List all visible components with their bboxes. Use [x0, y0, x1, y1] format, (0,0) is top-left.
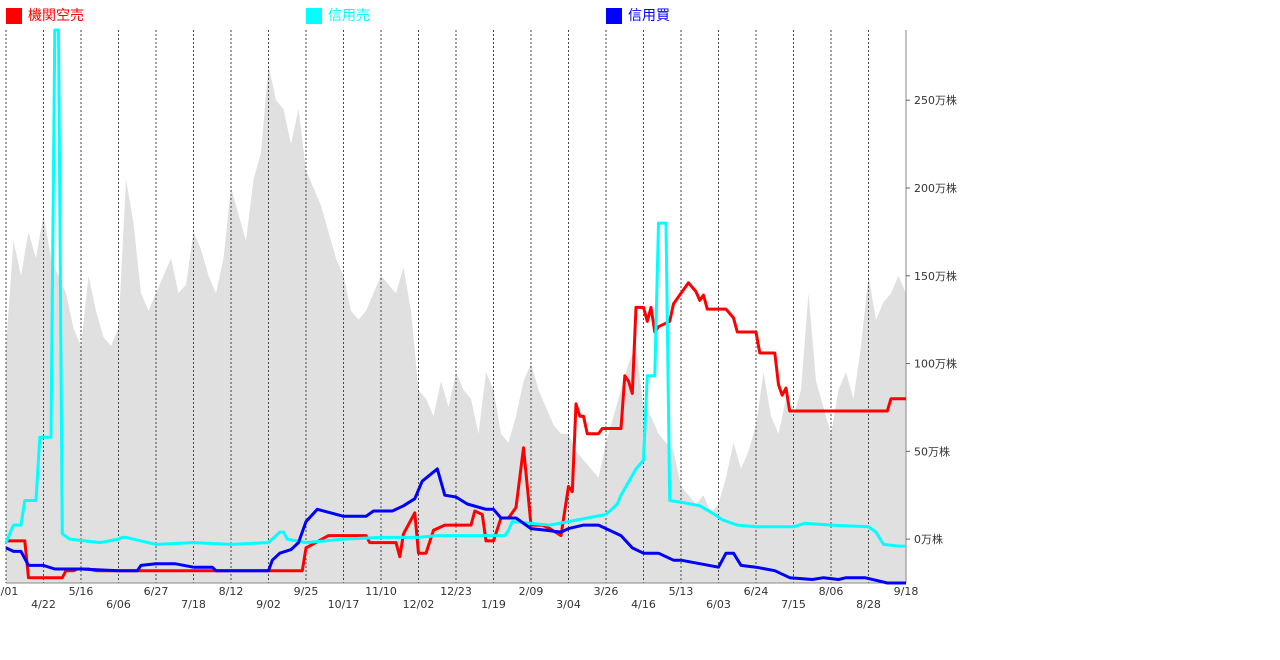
x-tick-label-12: 12/23 — [440, 585, 472, 598]
x-tick-label-5: 7/18 — [181, 598, 206, 611]
y-tick-label-3: 150万株 — [914, 269, 957, 283]
x-tick-label-15: 3/04 — [556, 598, 581, 611]
x-tick-label-3: 6/06 — [106, 598, 131, 611]
legend-swatch-0 — [6, 8, 22, 24]
x-tick-label-16: 3/26 — [594, 585, 619, 598]
x-tick-label-23: 8/28 — [856, 598, 881, 611]
legend-item-2[interactable]: 信用買 — [606, 6, 670, 26]
y-tick-label-1: 50万株 — [914, 444, 950, 458]
legend-item-1[interactable]: 信用売 — [306, 6, 370, 26]
x-tick-label-21: 7/15 — [781, 598, 806, 611]
chart-legend: 機関空売 信用売 信用買 — [0, 0, 920, 30]
x-tick-label-22: 8/06 — [819, 585, 844, 598]
legend-swatch-1 — [306, 8, 322, 24]
series-line-2 — [5, 467, 906, 585]
y-tick-label-4: 200万株 — [914, 181, 957, 195]
x-tick-label-1: 4/22 — [31, 598, 56, 611]
x-tick-label-8: 9/25 — [294, 585, 319, 598]
series-line-1 — [4, 28, 906, 548]
legend-swatch-2 — [606, 8, 622, 24]
x-tick-label-4: 6/27 — [144, 585, 169, 598]
y-tick-label-2: 100万株 — [914, 357, 957, 371]
x-tick-label-10: 11/10 — [365, 585, 397, 598]
y-tick-label-0: 0万株 — [914, 532, 943, 546]
legend-label-2: 信用買 — [628, 8, 670, 24]
x-tick-label-24: 9/18 — [894, 585, 919, 598]
x-tick-label-0: 4/01 — [0, 585, 18, 598]
legend-label-1: 信用売 — [328, 8, 370, 24]
x-tick-label-9: 10/17 — [328, 598, 360, 611]
x-tick-label-7: 9/02 — [256, 598, 281, 611]
y-tick-label-5: 250万株 — [914, 93, 957, 107]
x-tick-label-11: 12/02 — [403, 598, 435, 611]
x-tick-label-6: 8/12 — [219, 585, 244, 598]
x-tick-label-20: 6/24 — [744, 585, 769, 598]
legend-label-0: 機関空売 — [28, 8, 84, 24]
series-line-0 — [6, 281, 906, 580]
x-tick-label-13: 1/19 — [481, 598, 506, 611]
x-tick-label-2: 5/16 — [69, 585, 94, 598]
x-tick-label-18: 5/13 — [669, 585, 694, 598]
legend-item-0[interactable]: 機関空売 — [6, 6, 84, 26]
x-tick-label-17: 4/16 — [631, 598, 656, 611]
x-tick-label-14: 2/09 — [519, 585, 544, 598]
x-tick-label-19: 6/03 — [706, 598, 731, 611]
